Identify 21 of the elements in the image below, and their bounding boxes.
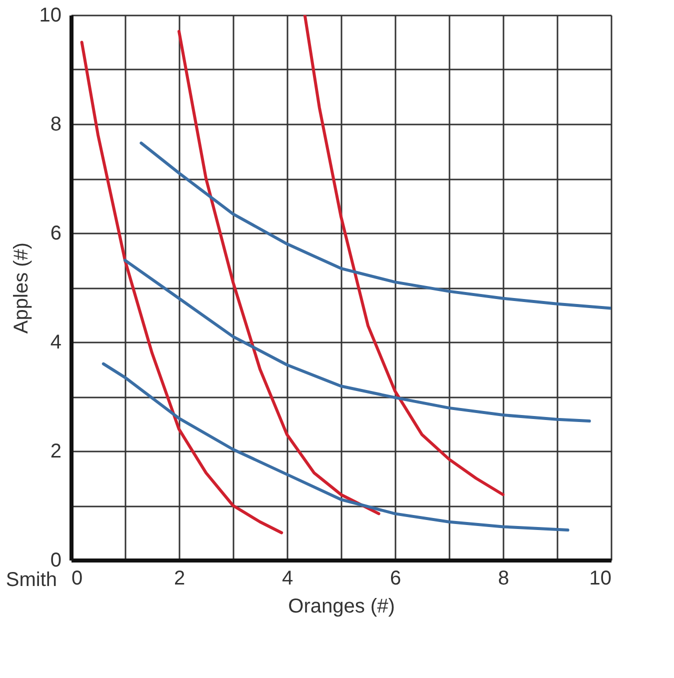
x-tick-label: 8 (498, 568, 510, 590)
x-axis-title: Oranges (#) (288, 596, 395, 618)
y-tick-label: 10 (39, 4, 62, 26)
x-tick-label: 2 (174, 568, 186, 590)
y-tick-label: 0 (50, 550, 62, 572)
line-series (80, 40, 284, 534)
y-tick-label: 8 (50, 114, 62, 136)
line-series (303, 15, 504, 496)
line-series (102, 362, 570, 532)
y-tick-label: 4 (50, 332, 62, 354)
y-axis-title: Apples (#) (10, 242, 32, 334)
x-tick-label: 0 (72, 568, 83, 590)
line-series (124, 258, 591, 423)
x-tick-label: 4 (282, 568, 294, 590)
y-tick-label: 6 (50, 222, 62, 244)
line-series (140, 142, 611, 310)
text: Smith (6, 569, 57, 591)
x-tick-label: 6 (390, 568, 402, 590)
x-tick-label: 10 (589, 568, 612, 590)
y-tick-label: 2 (50, 440, 62, 462)
line-series (178, 30, 380, 516)
